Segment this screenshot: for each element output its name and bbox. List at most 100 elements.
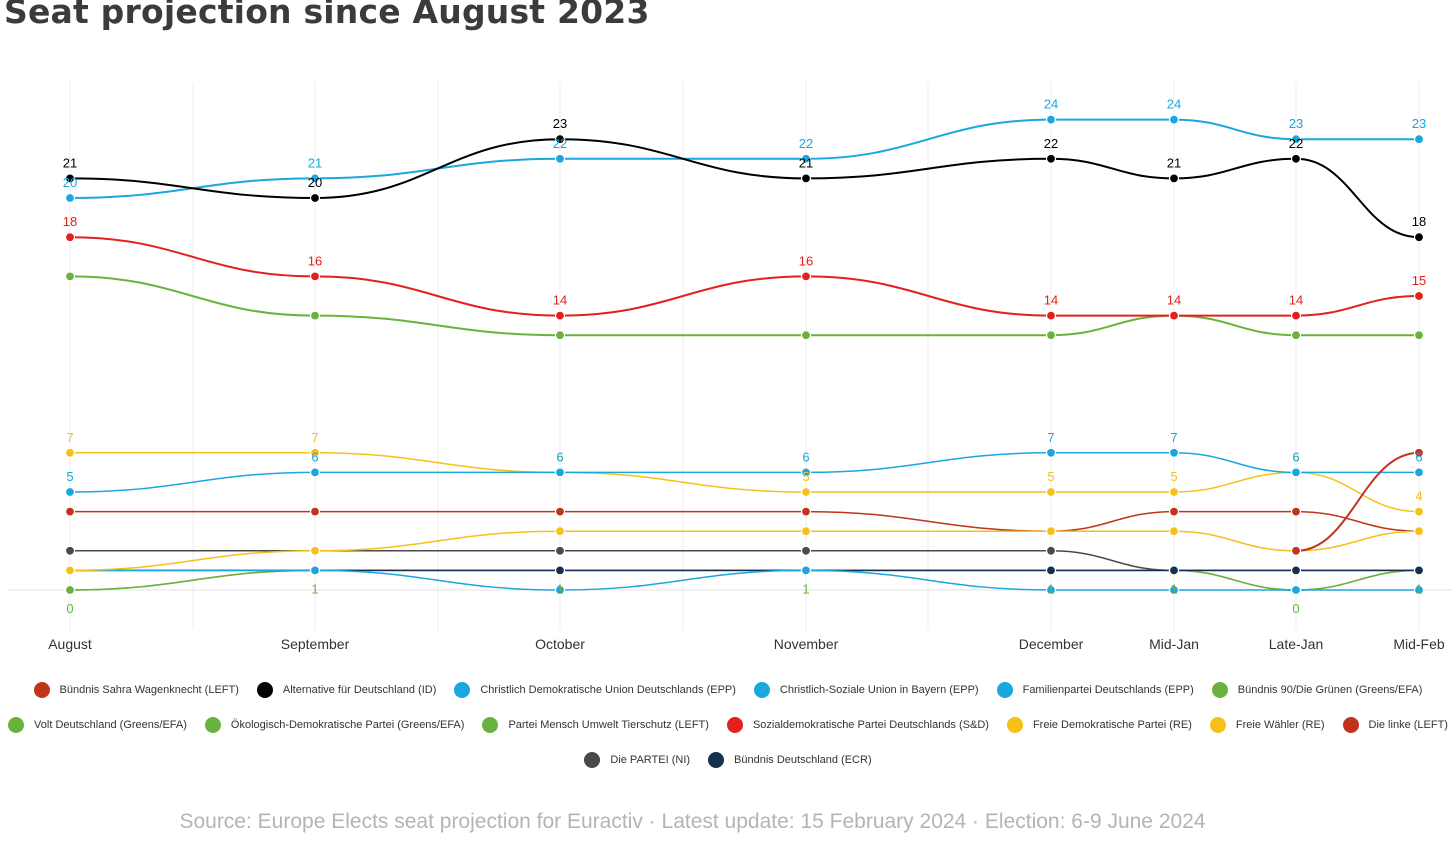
- data-point-3-6: [1290, 467, 1302, 478]
- data-point-2-4: [1045, 114, 1057, 125]
- data-point-1-4: [1045, 153, 1057, 164]
- data-label-6-2: 1: [556, 581, 563, 596]
- data-point-0-7: [1413, 447, 1425, 458]
- legend-item-1[interactable]: Alternative für Deutschland (ID): [256, 681, 437, 698]
- data-point-4-2: [554, 584, 566, 596]
- data-label-1-6: 22: [1289, 136, 1303, 151]
- data-point-2-2: [554, 153, 566, 164]
- data-point-14-2: [554, 565, 566, 576]
- legend-label: Alternative für Deutschland (ID): [282, 683, 437, 696]
- legend-item-2[interactable]: Christlich Demokratische Union Deutschla…: [454, 681, 736, 698]
- data-label-6-3: 1: [802, 581, 809, 596]
- legend-marker-icon: [726, 716, 743, 733]
- data-label-1-2: 23: [553, 116, 567, 131]
- legend-item-12[interactable]: Die linke (LEFT): [1342, 716, 1448, 733]
- series-line-0: [1295, 451, 1420, 552]
- data-point-1-3: [800, 173, 812, 184]
- x-tick-label-1: September: [281, 636, 350, 652]
- data-point-1-6: [1290, 153, 1302, 164]
- data-label-10-0: 7: [66, 430, 73, 445]
- legend-marker-icon: [753, 681, 770, 698]
- data-label-10-7: 4: [1415, 489, 1422, 504]
- legend-item-13[interactable]: Die PARTEI (NI): [584, 751, 691, 768]
- data-point-2-1: [309, 173, 321, 184]
- data-label-2-0: 20: [63, 175, 77, 190]
- legend-item-10[interactable]: Freie Demokratische Partei (RE): [1006, 716, 1192, 733]
- x-axis: August September October November December Mi…: [48, 636, 1445, 652]
- data-point-13-0: [64, 545, 76, 556]
- data-point-2-3: [800, 153, 812, 164]
- data-point-9-4: [1045, 310, 1057, 321]
- data-point-12-2: [554, 506, 566, 517]
- legend-marker-icon: [1209, 716, 1226, 733]
- x-tick-label-3: November: [774, 636, 839, 652]
- data-label-3-3: 6: [802, 449, 809, 464]
- legend-item-4[interactable]: Familienpartei Deutschlands (EPP): [996, 681, 1194, 698]
- legend-item-9[interactable]: Sozialdemokratische Partei Deutschlands …: [726, 716, 989, 733]
- legend-item-7[interactable]: Ökologisch-Demokratische Partei (Greens/…: [204, 716, 465, 733]
- data-label-6-5: 1: [1170, 581, 1177, 596]
- legend-item-14[interactable]: Bündnis Deutschland (ECR): [708, 751, 872, 768]
- data-label-2-5: 24: [1167, 97, 1181, 112]
- data-label-2-4: 24: [1044, 97, 1058, 112]
- legend: Bündnis Sahra Wagenknecht (LEFT) Alternat…: [0, 672, 1456, 777]
- data-point-4-5: [1168, 584, 1180, 596]
- series-line-12: [70, 510, 1420, 532]
- series-line-3: [69, 452, 1419, 493]
- chart-title: Seat projection since August 2023: [4, 0, 650, 31]
- x-tick-label-4: December: [1019, 636, 1084, 652]
- data-label-1-1: 20: [308, 175, 322, 190]
- data-label-2-3: 22: [799, 136, 813, 151]
- data-point-12-0: [64, 506, 76, 517]
- legend-label: Die PARTEI (NI): [610, 753, 691, 766]
- legend-item-6[interactable]: Volt Deutschland (Greens/EFA): [8, 716, 187, 733]
- data-point-13-2: [554, 545, 566, 556]
- legend-label: Freie Demokratische Partei (RE): [1032, 718, 1192, 731]
- legend-marker-icon: [256, 681, 273, 698]
- series-line-9: [69, 236, 1420, 317]
- data-label-10-6: 6: [1292, 449, 1299, 464]
- data-point-3-0: [64, 486, 76, 498]
- data-point-11-4: [1045, 526, 1057, 537]
- data-point-14-6: [1290, 565, 1302, 576]
- data-point-1-5: [1168, 173, 1180, 184]
- legend-item-0[interactable]: Bündnis Sahra Wagenknecht (LEFT): [33, 681, 239, 698]
- data-label-6-0: 0: [66, 601, 73, 616]
- legend-label: Ökologisch-Demokratische Partei (Greens/…: [230, 718, 465, 731]
- legend-item-5[interactable]: Bündnis 90/Die Grünen (Greens/EFA): [1211, 681, 1422, 698]
- data-label-6-4: 1: [1047, 581, 1054, 596]
- data-point-11-7: [1413, 526, 1425, 537]
- data-point-2-7: [1413, 134, 1425, 145]
- data-point-11-3: [800, 526, 812, 537]
- legend-row: Bündnis Sahra Wagenknecht (LEFT) Alternat…: [0, 672, 1456, 707]
- series-line-4: [70, 569, 1419, 591]
- data-label-2-6: 23: [1289, 116, 1303, 131]
- legend-marker-icon: [708, 751, 725, 768]
- legend-item-3[interactable]: Christlich-Soziale Union in Bayern (EPP): [753, 681, 979, 698]
- data-point-3-2: [554, 467, 566, 478]
- data-label-1-5: 21: [1167, 155, 1181, 170]
- data-point-1-2: [554, 134, 566, 145]
- legend-label: Die linke (LEFT): [1368, 718, 1448, 731]
- data-point-3-7: [1413, 467, 1425, 478]
- chart-grid: [8, 82, 1452, 630]
- data-label-1-4: 22: [1044, 136, 1058, 151]
- data-point-5-3: [800, 330, 812, 341]
- data-label-9-7: 15: [1412, 273, 1426, 288]
- legend-item-11[interactable]: Freie Wähler (RE): [1209, 716, 1325, 733]
- data-point-3-5: [1168, 447, 1180, 458]
- data-label-3-5: 7: [1170, 430, 1177, 445]
- data-point-2-0: [64, 192, 76, 204]
- series-points: [64, 114, 1425, 596]
- legend-item-8[interactable]: Partei Mensch Umwelt Tierschutz (LEFT): [482, 716, 709, 733]
- data-label-9-2: 14: [553, 293, 567, 308]
- data-label-9-1: 16: [308, 253, 322, 268]
- data-label-9-0: 18: [63, 214, 77, 229]
- data-point-11-5: [1168, 526, 1180, 537]
- data-label-10-3: 5: [802, 469, 809, 484]
- data-point-11-0: [64, 565, 76, 576]
- data-point-10-5: [1168, 486, 1180, 498]
- data-point-9-7: [1413, 290, 1425, 302]
- legend-marker-icon: [454, 681, 471, 698]
